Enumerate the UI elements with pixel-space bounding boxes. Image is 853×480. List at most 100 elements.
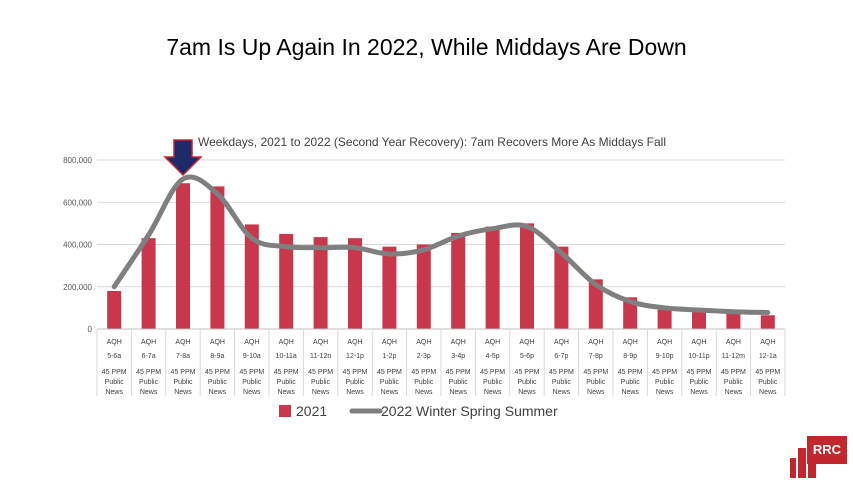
x-group-label: 45 PPM	[411, 369, 436, 376]
x-group-label: 45 PPM	[308, 369, 333, 376]
x-group-label: News	[415, 389, 433, 396]
x-group-label: News	[381, 389, 399, 396]
line-2022-path	[111, 174, 771, 315]
x-category-label: 5-6a	[107, 353, 121, 360]
bar-2021	[726, 313, 741, 329]
x-group-label: Public	[173, 379, 193, 386]
bar-2021	[588, 279, 603, 329]
x-group-label: 45 PPM	[377, 369, 402, 376]
x-group-label: News	[587, 389, 605, 396]
x-metric-label: AQH	[691, 339, 706, 346]
x-group-label: News	[553, 389, 571, 396]
bar-2021	[382, 246, 397, 329]
x-group-label: 45 PPM	[515, 369, 540, 376]
y-tick-label: 600,000	[63, 198, 92, 207]
y-tick-label: 800,000	[63, 156, 92, 165]
slide-title: 7am Is Up Again In 2022, While Middays A…	[166, 34, 687, 60]
x-group-label: News	[484, 389, 502, 396]
x-category-label: 12-1p	[346, 353, 364, 360]
x-category-label: 6-7p	[554, 353, 568, 360]
bar-2021	[416, 244, 431, 329]
x-group-label: Public	[277, 379, 297, 386]
x-category-label: 4-5p	[486, 353, 500, 360]
x-group-label: 45 PPM	[549, 369, 574, 376]
x-metric-label: AQH	[279, 339, 294, 346]
x-category-label: 8-9p	[623, 353, 637, 360]
x-group-label: News	[346, 389, 364, 396]
x-metric-label: AQH	[244, 339, 259, 346]
x-group-label: Public	[586, 379, 606, 386]
x-group-label: Public	[139, 379, 159, 386]
legend-label-2021: 2021	[296, 403, 327, 419]
y-axis-tick-labels: 0 200,000 400,000 600,000 800,000	[63, 156, 92, 334]
logo-text: RRC	[807, 436, 847, 464]
x-group-label: News	[105, 389, 123, 396]
x-group-label: News	[312, 389, 330, 396]
x-group-label: Public	[380, 379, 400, 386]
bar-2021	[623, 297, 638, 329]
x-group-label: Public	[208, 379, 228, 386]
x-category-label: 8-9a	[210, 353, 224, 360]
x-metric-label: AQH	[485, 339, 500, 346]
bar-2021	[520, 223, 534, 329]
x-category-label: 12-1a	[759, 353, 777, 360]
x-group-label: News	[209, 389, 227, 396]
bars-2021	[107, 183, 775, 329]
x-group-label: 45 PPM	[755, 369, 780, 376]
legend: 2021 2022 Winter Spring Summer	[279, 403, 558, 419]
y-tick-label: 0	[88, 325, 93, 334]
x-category-label: 1-2p	[382, 353, 396, 360]
x-category-label: 7-8a	[176, 353, 190, 360]
x-category-label: 5-6p	[520, 353, 534, 360]
x-metric-label: AQH	[210, 339, 225, 346]
x-group-label: Public	[552, 379, 572, 386]
x-metric-label: AQH	[175, 339, 190, 346]
logo-bar	[790, 458, 796, 478]
chart-title: Weekdays, 2021 to 2022 (Second Year Reco…	[198, 135, 666, 149]
x-metric-label: AQH	[726, 339, 741, 346]
x-group-label: News	[174, 389, 192, 396]
x-category-label: 11-12n	[310, 353, 331, 360]
x-group-label: 45 PPM	[721, 369, 746, 376]
bar-2021	[485, 226, 500, 329]
x-group-label: Public	[655, 379, 675, 386]
x-category-label: 9-10a	[243, 353, 261, 360]
x-group-label: News	[759, 389, 777, 396]
x-group-label: 45 PPM	[343, 369, 368, 376]
bar-2021	[107, 290, 122, 329]
x-group-label: Public	[242, 379, 262, 386]
x-metric-label: AQH	[657, 339, 672, 346]
x-group-label: 45 PPM	[274, 369, 299, 376]
x-metric-label: AQH	[416, 339, 431, 346]
x-group-label: 45 PPM	[239, 369, 264, 376]
x-metric-label: AQH	[588, 339, 603, 346]
x-group-label: News	[277, 389, 295, 396]
x-group-label: News	[243, 389, 261, 396]
legend-label-2022: 2022 Winter Spring Summer	[381, 403, 558, 419]
x-metric-label: AQH	[554, 339, 569, 346]
legend-swatch-2021	[279, 405, 291, 417]
x-group-label: Public	[483, 379, 503, 386]
rrc-logo: RRC	[788, 432, 850, 478]
x-metric-label: AQH	[313, 339, 328, 346]
x-metric-label: AQH	[760, 339, 775, 346]
x-category-label: 7-8p	[589, 353, 603, 360]
x-group-label: Public	[105, 379, 125, 386]
x-group-label: News	[621, 389, 639, 396]
x-group-label: News	[140, 389, 158, 396]
x-category-label: 10-11p	[688, 353, 709, 360]
x-category-label: 9-10p	[656, 353, 674, 360]
x-metric-label: AQH	[382, 339, 397, 346]
down-arrow-icon	[163, 139, 203, 177]
x-group-label: 45 PPM	[205, 369, 230, 376]
y-tick-label: 400,000	[63, 241, 92, 250]
x-group-label: Public	[517, 379, 537, 386]
x-group-label: News	[690, 389, 708, 396]
x-group-label: News	[656, 389, 674, 396]
bar-2021	[279, 233, 294, 329]
x-metric-label: AQH	[519, 339, 534, 346]
x-group-label: News	[449, 389, 467, 396]
x-group-label: 45 PPM	[136, 369, 161, 376]
bar-2021	[176, 183, 190, 329]
x-group-label: 45 PPM	[446, 369, 471, 376]
